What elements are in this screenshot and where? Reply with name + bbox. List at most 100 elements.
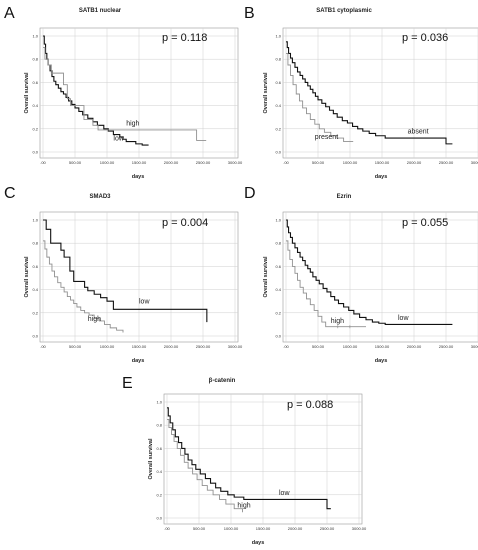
x-tick-label: 2000.00 <box>288 526 303 531</box>
curve-label-high: high <box>237 503 250 510</box>
y-tick-label: 0.2 <box>275 126 281 131</box>
survival-curve-low <box>286 219 453 325</box>
curve-label-low: low <box>398 315 409 322</box>
x-tick-label: 1000.00 <box>100 160 115 165</box>
x-tick-label: 2000.00 <box>164 344 179 349</box>
curve-label-high: high <box>88 316 101 323</box>
plot-area <box>282 27 478 159</box>
y-tick-label: 0.6 <box>32 80 38 85</box>
curve-label-absent: absent <box>408 128 429 135</box>
y-tick-label: 0.0 <box>275 334 281 339</box>
x-tick-label: 2500.00 <box>196 344 211 349</box>
chart-title: β-catenin <box>209 378 236 384</box>
panel-letter: C <box>4 185 16 202</box>
x-tick-label: 1000.00 <box>224 526 239 531</box>
x-tick-label: 500.00 <box>69 344 82 349</box>
panel-c: C SMAD3 .00 500.00 1000.00 1500.00 2000.00 2500… <box>4 185 243 364</box>
x-axis-label: days <box>375 174 388 180</box>
survival-curve-high <box>167 418 243 513</box>
curve-label-high: high <box>126 120 139 127</box>
y-tick-label: 0.2 <box>32 310 38 315</box>
survival-curve-low <box>167 407 331 510</box>
plot-area <box>282 211 478 343</box>
x-tick-label: 1500.00 <box>375 344 390 349</box>
x-tick-label: 2500.00 <box>320 526 335 531</box>
x-tick-label: 1000.00 <box>343 344 358 349</box>
y-axis-label: Overall survival <box>24 72 30 113</box>
curve-label-low: low <box>279 490 290 497</box>
x-tick-label: 3000.00 <box>471 344 478 349</box>
x-axis-label: days <box>375 358 388 364</box>
panel-letter: A <box>4 5 15 22</box>
p-value: p = 0.088 <box>287 399 333 411</box>
y-tick-label: 1.0 <box>156 400 162 405</box>
x-tick-label: 3000.00 <box>471 160 478 165</box>
x-tick-label: 2000.00 <box>407 344 422 349</box>
y-tick-label: 0.6 <box>32 264 38 269</box>
chart-title: SATB1 cytoplasmic <box>316 8 372 14</box>
curve-label-present: present <box>315 134 338 141</box>
y-tick-label: 0.8 <box>32 57 38 62</box>
survival-curve-high <box>286 240 366 328</box>
x-axis-label: days <box>132 358 145 364</box>
survival-curve-high <box>43 47 207 141</box>
x-tick-label: 1000.00 <box>343 160 358 165</box>
x-tick-label: .00 <box>40 160 46 165</box>
x-tick-label: 500.00 <box>69 160 82 165</box>
x-axis-label: days <box>252 540 265 546</box>
y-tick-label: 0.8 <box>156 423 162 428</box>
survival-curve-present <box>286 52 354 143</box>
p-value: p = 0.118 <box>162 32 207 44</box>
panel-letter: E <box>122 375 133 392</box>
p-value: p = 0.036 <box>402 32 448 44</box>
p-value: p = 0.055 <box>402 217 448 229</box>
x-tick-label: 1500.00 <box>375 160 390 165</box>
y-tick-label: 0.4 <box>275 287 281 292</box>
y-axis-label: Overall survival <box>24 256 30 297</box>
survival-curve-absent <box>286 41 453 145</box>
y-tick-label: 0.6 <box>156 446 162 451</box>
y-tick-label: 0.0 <box>32 334 38 339</box>
y-tick-label: 0.4 <box>156 469 162 474</box>
x-tick-label: 2500.00 <box>439 160 454 165</box>
x-tick-label: .00 <box>164 526 170 531</box>
x-tick-label: 500.00 <box>312 160 325 165</box>
y-axis-label: Overall survival <box>263 256 269 297</box>
x-tick-label: .00 <box>40 344 46 349</box>
panel-b: B SATB1 cytoplasmic .00 500.00 1000.00 1500.0… <box>244 5 478 180</box>
y-tick-label: 0.8 <box>275 57 281 62</box>
x-tick-label: 1500.00 <box>132 160 147 165</box>
panel-letter: D <box>244 185 256 202</box>
curve-label-high: high <box>331 318 344 325</box>
x-tick-label: 3000.00 <box>228 160 243 165</box>
panel-d: D Ezrin .00 500.00 1000.00 1500.00 2000.00 2500… <box>244 185 478 364</box>
y-tick-label: 0.0 <box>156 516 162 521</box>
survival-curve-low <box>43 219 208 323</box>
y-tick-label: 0.4 <box>32 103 38 108</box>
y-tick-label: 0.4 <box>32 287 38 292</box>
x-tick-label: 3000.00 <box>228 344 243 349</box>
y-tick-label: 0.8 <box>275 241 281 246</box>
x-tick-label: 2500.00 <box>439 344 454 349</box>
curve-label-low: low <box>113 135 124 142</box>
y-tick-label: 0.8 <box>32 241 38 246</box>
survival-curve-high <box>43 240 124 333</box>
chart-title: Ezrin <box>337 194 352 200</box>
x-tick-label: 1000.00 <box>100 344 115 349</box>
y-tick-label: 1.0 <box>275 34 281 39</box>
x-tick-label: 2000.00 <box>164 160 179 165</box>
y-axis-label: Overall survival <box>148 438 154 479</box>
curve-label-low: low <box>139 299 150 306</box>
y-tick-label: 1.0 <box>275 218 281 223</box>
y-tick-label: 0.6 <box>275 80 281 85</box>
chart-title: SMAD3 <box>89 194 111 200</box>
x-tick-label: 500.00 <box>312 344 325 349</box>
y-axis-label: Overall survival <box>263 72 269 113</box>
y-tick-label: 0.0 <box>275 150 281 155</box>
y-tick-label: 1.0 <box>32 34 38 39</box>
x-tick-label: 2500.00 <box>196 160 211 165</box>
x-axis-label: days <box>132 174 145 180</box>
x-tick-label: 1500.00 <box>132 344 147 349</box>
